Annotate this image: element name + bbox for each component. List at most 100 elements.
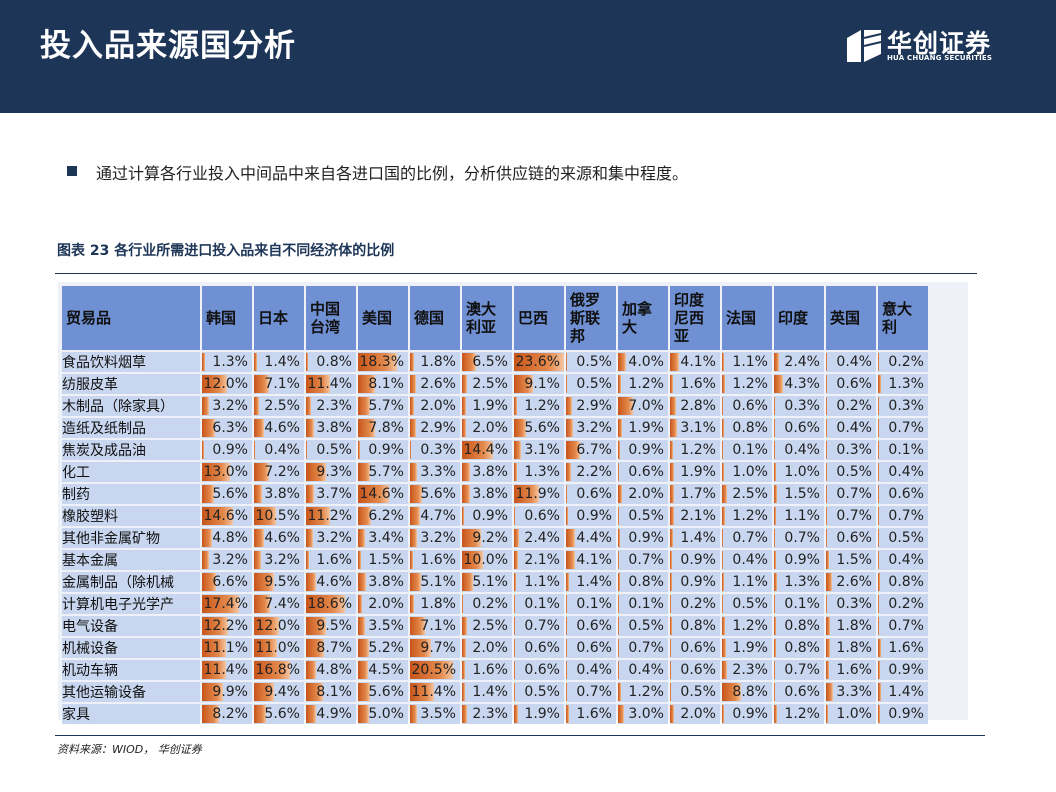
data-cell: 1.9%	[670, 462, 720, 482]
data-bar	[878, 397, 879, 415]
data-bar	[254, 551, 261, 569]
cell-value: 5.6%	[368, 684, 404, 700]
data-cell: 0.7%	[774, 528, 824, 548]
data-bar	[722, 419, 724, 437]
data-cell: 9.9%	[202, 682, 252, 702]
row-label: 焦炭及成品油	[62, 440, 200, 460]
data-bar	[618, 705, 625, 723]
data-bar	[722, 485, 728, 503]
data-cell: 3.8%	[254, 484, 304, 504]
data-bar	[358, 705, 369, 723]
cell-value: 9.1%	[524, 376, 560, 392]
data-bar	[254, 617, 280, 635]
data-cell: 0.2%	[878, 352, 928, 372]
data-cell: 1.0%	[722, 462, 772, 482]
data-cell: 3.2%	[254, 550, 304, 570]
cell-value: 0.8%	[888, 574, 924, 590]
data-cell: 0.6%	[722, 396, 772, 416]
cell-value: 0.3%	[836, 596, 872, 612]
data-bar	[358, 639, 370, 657]
data-bar	[514, 463, 517, 481]
cell-value: 3.5%	[368, 618, 404, 634]
cell-value: 0.9%	[888, 662, 924, 678]
data-cell: 1.9%	[618, 418, 668, 438]
cell-value: 0.5%	[576, 354, 612, 370]
data-bar	[566, 683, 568, 701]
data-cell: 2.6%	[410, 374, 460, 394]
cell-value: 11.2%	[307, 508, 352, 524]
logo-english-name: HUA CHUANG SECURITIES	[887, 54, 993, 62]
data-bar	[566, 705, 570, 723]
cell-value: 11.0%	[255, 640, 300, 656]
source-note: 资料来源：WIOD， 华创证券	[57, 743, 202, 756]
data-cell: 0.3%	[878, 396, 928, 416]
cell-value: 2.3%	[732, 662, 768, 678]
data-bar	[306, 507, 330, 525]
data-cell: 0.1%	[618, 594, 668, 614]
data-cell: 0.3%	[826, 594, 876, 614]
data-cell: 5.1%	[410, 572, 460, 592]
row-label: 电气设备	[62, 616, 200, 636]
data-cell: 7.4%	[254, 594, 304, 614]
data-cell: 20.5%	[410, 660, 460, 680]
data-bar	[826, 419, 827, 437]
data-cell: 0.5%	[618, 506, 668, 526]
cell-value: 0.8%	[628, 574, 664, 590]
data-cell: 0.2%	[462, 594, 512, 614]
data-cell: 0.9%	[618, 440, 668, 460]
data-cell: 2.3%	[462, 704, 512, 724]
data-cell: 0.4%	[254, 440, 304, 460]
data-bar	[618, 529, 620, 547]
data-cell: 1.4%	[566, 572, 616, 592]
data-bar	[202, 683, 223, 701]
data-bar	[410, 463, 417, 481]
cell-value: 2.5%	[472, 376, 508, 392]
data-bar	[358, 353, 397, 371]
data-bar	[774, 375, 784, 393]
data-bar	[254, 639, 278, 657]
data-bar	[410, 705, 418, 723]
cell-value: 2.5%	[472, 618, 508, 634]
cell-value: 1.4%	[472, 684, 508, 700]
cell-value: 0.2%	[888, 354, 924, 370]
data-cell: 11.4%	[202, 660, 252, 680]
data-bar	[514, 683, 516, 701]
data-cell: 0.6%	[826, 528, 876, 548]
data-cell: 0.9%	[774, 550, 824, 570]
data-cell: 1.0%	[826, 704, 876, 724]
data-bar	[722, 705, 724, 723]
data-bar	[566, 485, 568, 503]
data-bar	[202, 419, 216, 437]
data-cell: 9.3%	[306, 462, 356, 482]
data-bar	[826, 661, 830, 679]
cell-value: 0.5%	[628, 618, 664, 634]
data-bar	[410, 507, 420, 525]
data-cell: 6.7%	[566, 440, 616, 460]
data-bar	[826, 617, 830, 635]
data-cell: 1.4%	[878, 682, 928, 702]
data-bar	[306, 419, 315, 437]
data-bar	[566, 397, 573, 415]
company-logo: 华创证券 HUA CHUANG SECURITIES	[845, 26, 1015, 70]
data-bar	[514, 617, 516, 635]
data-cell: 1.3%	[514, 462, 564, 482]
data-bar	[462, 705, 467, 723]
data-bar	[358, 485, 389, 503]
data-bar	[306, 639, 325, 657]
data-bar	[514, 551, 519, 569]
data-bar	[878, 419, 880, 437]
data-cell: 1.2%	[722, 616, 772, 636]
data-cell: 1.1%	[774, 506, 824, 526]
data-cell: 7.1%	[410, 616, 460, 636]
data-bar	[618, 617, 620, 635]
data-bar	[722, 397, 724, 415]
data-cell: 0.9%	[358, 440, 408, 460]
data-bar	[202, 507, 233, 525]
table-row: 基本金属 3.2% 3.2% 1.6% 1.5% 1.6% 10.0% 2.1% 4.1% 0.7…	[62, 550, 928, 570]
data-cell: 5.6%	[410, 484, 460, 504]
column-header-economy: 日本	[254, 286, 304, 350]
cell-value: 0.9%	[784, 552, 820, 568]
data-cell: 0.7%	[566, 682, 616, 702]
cell-value: 12.0%	[255, 618, 300, 634]
data-cell: 12.0%	[202, 374, 252, 394]
